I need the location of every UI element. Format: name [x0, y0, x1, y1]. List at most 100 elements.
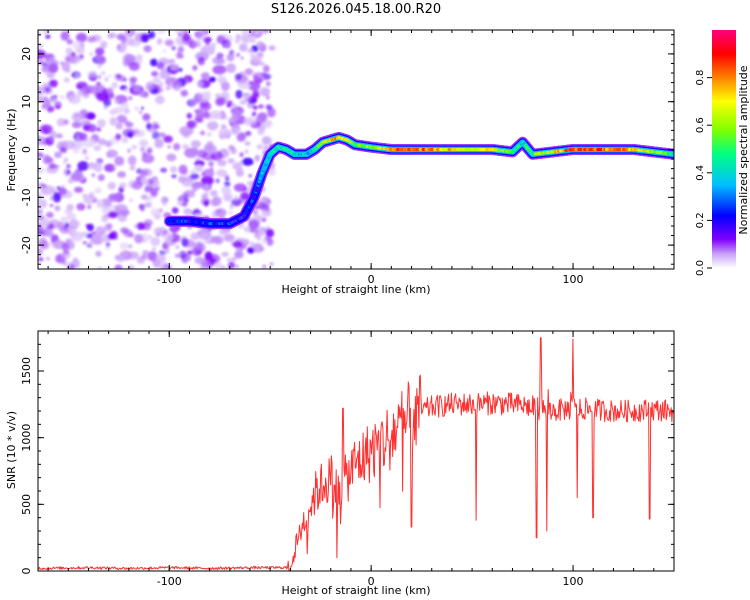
noise-speckle: [231, 111, 242, 121]
spectrogram-y-tick-label: 10: [20, 95, 33, 109]
noise-speckle: [200, 72, 210, 80]
noise-speckle: [216, 169, 228, 177]
noise-speckle: [66, 212, 76, 222]
noise-speckle: [107, 182, 117, 190]
noise-speckle: [174, 253, 180, 258]
noise-speckle: [151, 247, 157, 251]
noise-speckle: [46, 105, 55, 113]
noise-speckle: [253, 228, 260, 234]
noise-speckle: [76, 203, 86, 211]
noise-speckle: [235, 247, 244, 253]
noise-speckle: [221, 148, 227, 153]
noise-speckle: [127, 155, 137, 166]
noise-speckle: [244, 149, 249, 155]
chart-title: S126.2026.045.18.00.R20: [271, 2, 441, 17]
noise-speckle: [206, 131, 212, 137]
noise-speckle: [82, 148, 88, 155]
noise-speckle: [262, 136, 273, 145]
noise-speckle: [196, 81, 204, 88]
noise-speckle: [158, 250, 167, 256]
noise-speckle: [177, 46, 184, 54]
noise-speckle: [38, 257, 44, 262]
noise-speckle: [233, 240, 243, 249]
noise-speckle: [105, 242, 111, 247]
noise-speckle: [141, 106, 144, 110]
noise-speckle: [129, 164, 136, 171]
noise-speckle: [256, 144, 264, 150]
noise-speckle: [191, 40, 202, 48]
noise-speckle: [256, 41, 265, 48]
noise-speckle: [264, 146, 269, 150]
noise-speckle: [65, 68, 71, 73]
noise-speckle: [134, 233, 144, 244]
noise-speckle: [139, 139, 149, 147]
noise-speckle: [38, 182, 42, 188]
noise-speckle: [143, 45, 152, 53]
snr-ylabel: SNR (10 * v/v): [5, 411, 18, 489]
noise-speckle: [131, 181, 143, 190]
noise-speckle: [150, 237, 161, 246]
noise-speckle: [170, 166, 178, 173]
noise-speckle: [201, 193, 209, 201]
noise-speckle: [155, 95, 165, 105]
spectrogram-xlabel: Height of straight line (km): [281, 283, 430, 296]
noise-speckle: [227, 158, 235, 164]
noise-speckle: [215, 178, 220, 184]
noise-speckle: [56, 186, 61, 190]
noise-speckle: [162, 49, 166, 53]
noise-speckle: [114, 133, 122, 141]
noise-speckle: [113, 165, 116, 169]
noise-speckle: [39, 241, 50, 250]
noise-speckle: [104, 77, 109, 82]
noise-speckle: [73, 257, 78, 262]
noise-speckle: [153, 227, 163, 236]
noise-speckle: [216, 97, 225, 105]
noise-speckle: [157, 263, 166, 269]
noise-speckle: [201, 172, 205, 176]
noise-speckle: [79, 53, 84, 59]
snr-x-tick-label: 100: [563, 575, 584, 588]
noise-speckle: [96, 199, 104, 209]
snr-x-tick-label: 0: [368, 575, 375, 588]
spectrogram-ylabel: Frequency (Hz): [5, 109, 18, 192]
noise-speckle: [82, 137, 96, 148]
noise-speckle: [244, 116, 256, 125]
noise-speckle: [234, 250, 244, 259]
noise-speckle: [111, 82, 119, 89]
noise-speckle: [171, 174, 177, 179]
noise-speckle: [109, 117, 117, 126]
noise-speckle: [123, 88, 129, 93]
noise-speckle: [108, 211, 117, 219]
noise-speckle: [144, 202, 153, 208]
noise-speckle: [57, 221, 65, 231]
noise-speckle: [176, 225, 181, 230]
noise-speckle: [239, 100, 246, 105]
noise-speckle: [247, 48, 255, 54]
noise-speckle: [69, 219, 81, 228]
noise-speckle: [204, 90, 212, 97]
noise-speckle: [213, 235, 224, 245]
noise-speckle-group: [38, 30, 276, 269]
noise-speckle: [251, 113, 255, 117]
noise-speckle: [254, 154, 261, 162]
noise-speckle: [235, 89, 243, 99]
noise-speckle: [48, 63, 59, 73]
noise-speckle: [124, 54, 136, 63]
noise-speckle: [204, 251, 213, 261]
ridge-layer: [163, 132, 674, 230]
noise-speckle: [93, 145, 102, 151]
noise-speckle: [221, 186, 231, 196]
colorbar-gradient: [712, 30, 736, 268]
noise-speckle: [262, 30, 269, 34]
noise-speckle: [210, 190, 218, 197]
noise-speckle: [145, 82, 154, 92]
noise-speckle: [47, 136, 54, 142]
noise-speckle: [59, 94, 65, 100]
noise-speckle: [175, 245, 180, 250]
noise-speckle: [171, 207, 179, 214]
noise-speckle: [234, 73, 243, 81]
noise-speckle: [253, 93, 259, 97]
noise-speckle: [195, 108, 204, 119]
noise-speckle: [128, 61, 140, 71]
noise-speckle: [82, 241, 87, 245]
